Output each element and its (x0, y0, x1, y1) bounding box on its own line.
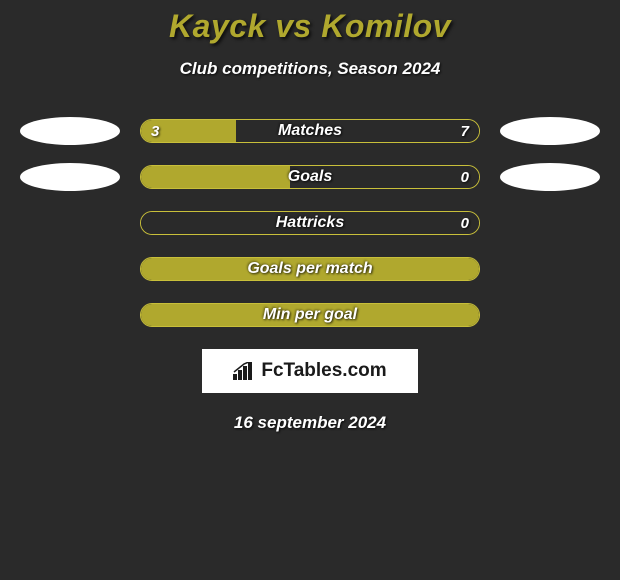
stat-rows: 37Matches 0Goals 0Hattricks Goals per match… (0, 119, 620, 327)
stat-bar: Goals per match (140, 257, 480, 281)
comparison-infographic: Kayck vs Komilov Club competitions, Seas… (0, 0, 620, 433)
stat-row: Goals per match (0, 257, 620, 281)
stat-row: 0Hattricks (0, 211, 620, 235)
stat-label: Goals (141, 166, 479, 188)
stat-label: Goals per match (141, 258, 479, 280)
date-label: 16 september 2024 (0, 413, 620, 433)
stat-label: Matches (141, 120, 479, 142)
logo-text: FcTables.com (261, 360, 386, 382)
stat-row: 0Goals (0, 165, 620, 189)
page-subtitle: Club competitions, Season 2024 (0, 59, 620, 79)
stat-bar: 0Hattricks (140, 211, 480, 235)
stat-bar: 0Goals (140, 165, 480, 189)
stat-row: Min per goal (0, 303, 620, 327)
stat-row: 37Matches (0, 119, 620, 143)
logo-box: FcTables.com (202, 349, 418, 393)
player-right-marker (500, 163, 600, 191)
stat-bar: Min per goal (140, 303, 480, 327)
chart-icon (233, 362, 255, 380)
player-left-marker (20, 117, 120, 145)
stat-label: Min per goal (141, 304, 479, 326)
player-right-marker (500, 117, 600, 145)
page-title: Kayck vs Komilov (0, 8, 620, 45)
stat-label: Hattricks (141, 212, 479, 234)
player-left-marker (20, 163, 120, 191)
logo: FcTables.com (233, 360, 386, 382)
stat-bar: 37Matches (140, 119, 480, 143)
